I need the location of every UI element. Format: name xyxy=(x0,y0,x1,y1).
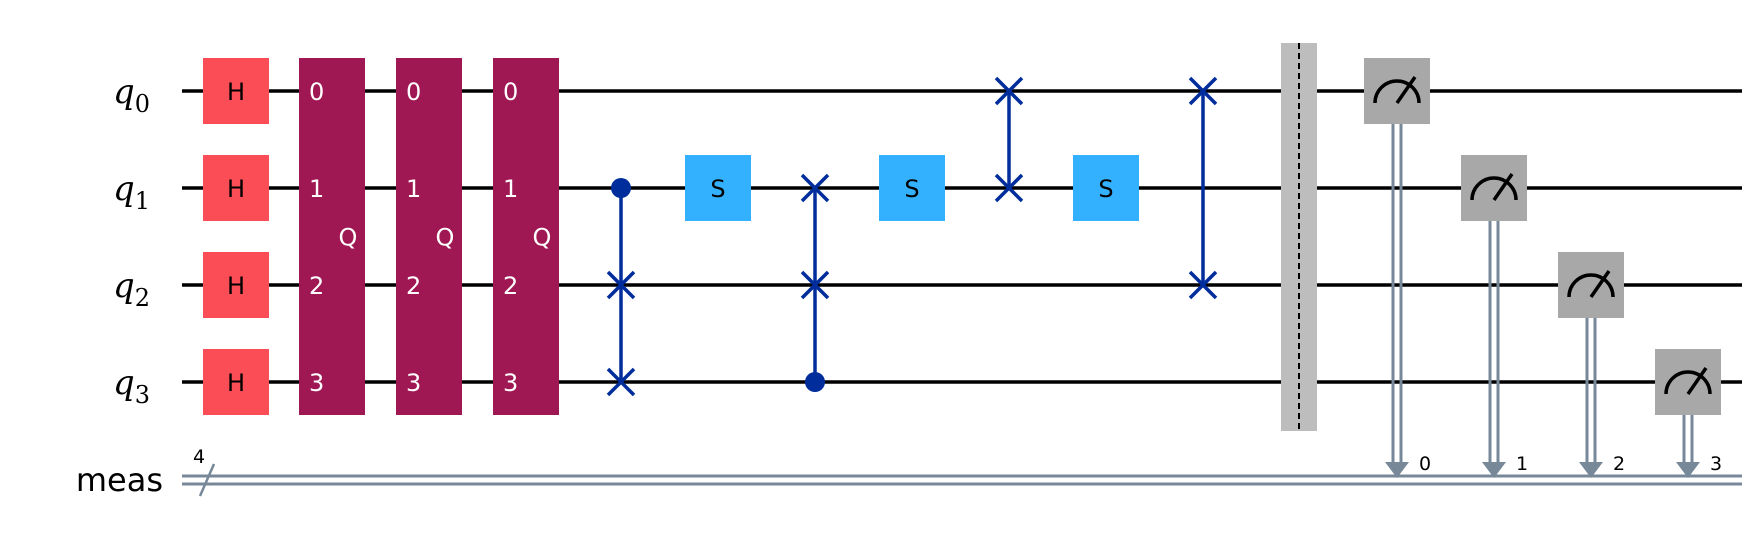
measure-box-1 xyxy=(1461,155,1527,221)
s-gate-label-1: S xyxy=(710,175,725,203)
qubit-label-index: 2 xyxy=(135,284,150,312)
meter-icon-needle-0 xyxy=(1395,76,1417,104)
swap-target-6-1 xyxy=(1188,270,1218,300)
meter-icon-needle-1 xyxy=(1492,173,1514,201)
classical-bundle-slash xyxy=(198,463,216,497)
q-block-0 xyxy=(299,58,365,415)
q-block-1 xyxy=(396,58,462,415)
swap-target-4-0 xyxy=(994,76,1024,106)
meter-icon-arc-2 xyxy=(1567,273,1615,298)
measure-bit-label-0: 0 xyxy=(1419,453,1431,475)
measure-arrow-0 xyxy=(1385,462,1409,478)
measure-box-3 xyxy=(1655,349,1721,415)
s-gate-label-5: S xyxy=(1098,175,1113,203)
h-gate-label-0: H xyxy=(227,78,245,106)
q-block-pin-1-1: 1 xyxy=(406,175,421,203)
qubit-label-name: q xyxy=(113,72,135,112)
gates-layer: H H H H 0 1 2 3 Q 0 1 2 3 Q 0 1 2 3 Q S S S xyxy=(203,58,1721,478)
classical-register-label: meas xyxy=(76,461,163,499)
q-block-pin-2-2: 2 xyxy=(503,272,518,300)
qubit-label-3: q3 xyxy=(113,363,150,409)
q-block-2 xyxy=(493,58,559,415)
meter-icon-needle-2 xyxy=(1589,270,1611,298)
q-block-pin-0-2: 2 xyxy=(309,272,324,300)
q-block-pin-0-3: 3 xyxy=(309,369,324,397)
h-gate-box-2 xyxy=(203,252,269,318)
measure-bit-label-3: 3 xyxy=(1710,453,1722,475)
q-block-pin-1-0: 0 xyxy=(406,78,421,106)
measure-box-0 xyxy=(1364,58,1430,124)
q-block-pin-2-1: 1 xyxy=(503,175,518,203)
cswap-target-0-0 xyxy=(606,270,636,300)
measure-arrow-2 xyxy=(1579,462,1603,478)
classical-register-size: 4 xyxy=(193,446,205,468)
q-block-pin-1-2: 2 xyxy=(406,272,421,300)
measure-arrow-3 xyxy=(1676,462,1700,478)
q-block-pin-2-0: 0 xyxy=(503,78,518,106)
measure-bit-label-1: 1 xyxy=(1516,453,1528,475)
swap-target-4-0-b xyxy=(994,76,1024,106)
swap-target-6-0 xyxy=(1188,76,1218,106)
qubit-label-2: q2 xyxy=(113,266,150,312)
h-gate-label-1: H xyxy=(227,175,245,203)
qubit-label-name: q xyxy=(113,266,135,306)
q-block-label-0: Q xyxy=(339,224,358,252)
meter-icon-needle-3 xyxy=(1686,367,1708,395)
h-gate-box-3 xyxy=(203,349,269,415)
cswap-target-0-1 xyxy=(606,367,636,397)
measure-arrow-1 xyxy=(1482,462,1506,478)
cswap-control-0 xyxy=(611,178,631,198)
q-block-pin-0-0: 0 xyxy=(309,78,324,106)
q-block-pin-0-1: 1 xyxy=(309,175,324,203)
q-block-pin-2-3: 3 xyxy=(503,369,518,397)
qubit-label-index: 0 xyxy=(135,90,150,118)
cswap-target-2-1 xyxy=(800,270,830,300)
swap-target-6-0-b xyxy=(1188,76,1218,106)
h-gate-label-2: H xyxy=(227,272,245,300)
s-gate-box-5 xyxy=(1073,155,1139,221)
cswap-target-2-0-b xyxy=(800,173,830,203)
cswap-target-2-0 xyxy=(800,173,830,203)
s-gate-box-3 xyxy=(879,155,945,221)
h-gate-box-1 xyxy=(203,155,269,221)
measure-box-2 xyxy=(1558,252,1624,318)
h-gate-label-3: H xyxy=(227,369,245,397)
qubit-label-name: q xyxy=(113,363,135,403)
meter-icon-arc-1 xyxy=(1470,176,1518,201)
cswap-target-0-0-b xyxy=(606,270,636,300)
swap-target-4-1 xyxy=(994,173,1024,203)
qubit-label-index: 1 xyxy=(135,187,150,215)
q-block-label-1: Q xyxy=(436,224,455,252)
h-gate-box-0 xyxy=(203,58,269,124)
swap-target-4-1-b xyxy=(994,173,1024,203)
cswap-target-2-1-b xyxy=(800,270,830,300)
qubit-label-index: 3 xyxy=(135,381,150,409)
swap-target-6-1-b xyxy=(1188,270,1218,300)
q-block-label-2: Q xyxy=(533,224,552,252)
q-block-pin-1-3: 3 xyxy=(406,369,421,397)
qubit-label-name: q xyxy=(113,169,135,209)
measure-bit-label-2: 2 xyxy=(1613,453,1625,475)
qubit-label-0: q0 xyxy=(113,72,150,118)
s-gate-label-3: S xyxy=(904,175,919,203)
qubit-label-1: q1 xyxy=(113,169,150,215)
cswap-target-0-1-b xyxy=(606,367,636,397)
meter-icon-arc-0 xyxy=(1373,79,1421,104)
meter-icon-arc-3 xyxy=(1664,370,1712,395)
barrier-layer xyxy=(1281,43,1317,431)
cswap-control-2 xyxy=(805,372,825,392)
s-gate-box-1 xyxy=(685,155,751,221)
